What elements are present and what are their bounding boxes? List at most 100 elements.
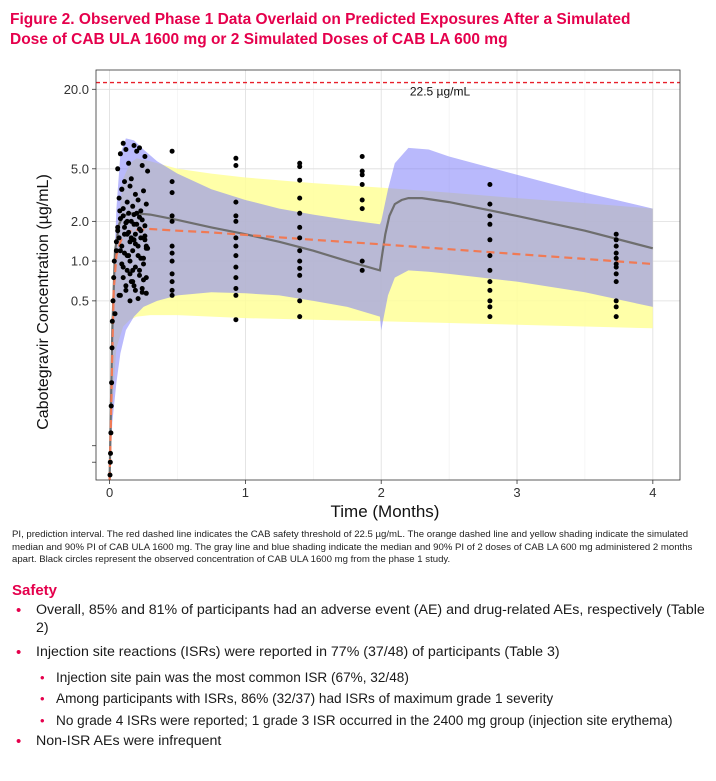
observed-point	[169, 250, 175, 256]
observed-point	[487, 253, 493, 259]
safety-subbullet-grade1: Among participants with ISRs, 86% (32/37…	[12, 690, 706, 708]
prediction-bands	[109, 138, 653, 486]
observed-point	[117, 248, 123, 254]
observed-point	[613, 255, 619, 261]
observed-point	[119, 243, 125, 249]
observed-point	[169, 148, 175, 154]
observed-point	[613, 314, 619, 320]
observed-point	[169, 190, 175, 196]
safety-bullet-ae-overall: Overall, 85% and 81% of participants had…	[12, 602, 706, 637]
observed-point	[137, 226, 142, 232]
safety-subbullet-grade3: No grade 4 ISRs were reported; 1 grade 3…	[12, 712, 706, 730]
x-tick-label: 3	[513, 485, 520, 500]
safety-bullet-isr-reported: Injection site reactions (ISRs) were rep…	[12, 644, 706, 662]
observed-point	[127, 271, 133, 277]
observed-point	[124, 253, 130, 259]
observed-point	[141, 188, 146, 194]
observed-point	[169, 243, 175, 249]
observed-point	[233, 155, 239, 161]
y-tick-label: 5.0	[71, 161, 89, 176]
observed-point	[123, 220, 129, 226]
observed-point	[123, 287, 129, 293]
observed-point	[487, 213, 493, 219]
observed-point	[142, 237, 148, 243]
observed-point	[613, 237, 619, 243]
observed-point	[359, 267, 365, 273]
x-tick-label: 4	[649, 485, 656, 500]
observed-point	[233, 213, 239, 219]
observed-point	[359, 258, 365, 264]
observed-point	[115, 228, 121, 234]
observed-point	[233, 275, 239, 281]
observed-point	[137, 272, 142, 278]
observed-point	[297, 235, 303, 241]
observed-point	[297, 265, 303, 271]
figure-title: Figure 2. Observed Phase 1 Data Overlaid…	[10, 10, 706, 50]
observed-point	[145, 168, 151, 174]
observed-point	[109, 380, 115, 386]
concentration-time-chart: 0 1 2 3 4 0.5 1.0 2.0 5.0 20.0 22.5 µg/mL Time (M…	[35, 69, 681, 521]
observed-point	[131, 212, 137, 218]
observed-point	[123, 283, 129, 289]
observed-point	[111, 275, 117, 281]
x-axis-title: Time (Months)	[331, 502, 440, 521]
observed-point	[127, 258, 133, 264]
observed-point	[233, 243, 239, 249]
observed-point	[169, 258, 175, 264]
observed-point	[233, 199, 239, 205]
observed-point	[487, 279, 493, 285]
safety-bullet-non-isr: Non-ISR AEs were infrequent	[12, 733, 706, 751]
observed-point	[127, 298, 133, 304]
observed-point	[128, 279, 134, 285]
observed-point	[142, 233, 148, 239]
x-tick-label: 2	[378, 485, 385, 500]
observed-point	[127, 183, 133, 189]
observed-point	[487, 201, 493, 207]
observed-point	[613, 298, 619, 304]
observed-point	[138, 235, 144, 241]
observed-point	[297, 287, 303, 293]
observed-point	[143, 243, 149, 249]
observed-point	[131, 143, 137, 148]
observed-point	[297, 164, 303, 170]
observed-point	[613, 231, 619, 237]
observed-point	[138, 255, 144, 261]
observed-point	[297, 258, 303, 264]
observed-point	[143, 290, 149, 296]
observed-point	[487, 237, 493, 243]
observed-point	[123, 147, 129, 152]
observed-point	[487, 298, 493, 304]
observed-point	[139, 163, 145, 168]
observed-point	[108, 450, 113, 456]
observed-point	[107, 459, 113, 465]
observed-point	[108, 403, 114, 409]
observed-point	[108, 430, 114, 436]
observed-point	[111, 258, 117, 264]
observed-point	[233, 264, 239, 270]
observed-point	[233, 218, 239, 224]
observed-point	[126, 160, 132, 166]
observed-point	[297, 248, 303, 254]
safety-heading: Safety	[12, 582, 58, 599]
y-tick-label: 0.5	[71, 293, 89, 308]
observed-point	[359, 154, 365, 159]
observed-point	[141, 277, 146, 283]
observed-point	[613, 250, 619, 256]
observed-point	[141, 261, 146, 267]
observed-point	[131, 283, 137, 289]
observed-point	[359, 206, 365, 212]
observed-point	[297, 298, 303, 304]
observed-point	[139, 217, 145, 223]
observed-point	[487, 314, 493, 320]
threshold-label: 22.5 µg/mL	[410, 85, 471, 99]
observed-point	[128, 176, 134, 182]
observed-point	[143, 201, 149, 207]
observed-point	[487, 287, 493, 293]
observed-point	[110, 298, 116, 304]
observed-point	[142, 154, 148, 159]
observed-point	[487, 304, 493, 310]
observed-point	[134, 221, 140, 227]
observed-point	[120, 206, 126, 212]
observed-point	[169, 287, 175, 293]
safety-subbullet-injection-pain: Injection site pain was the most common …	[12, 669, 706, 687]
